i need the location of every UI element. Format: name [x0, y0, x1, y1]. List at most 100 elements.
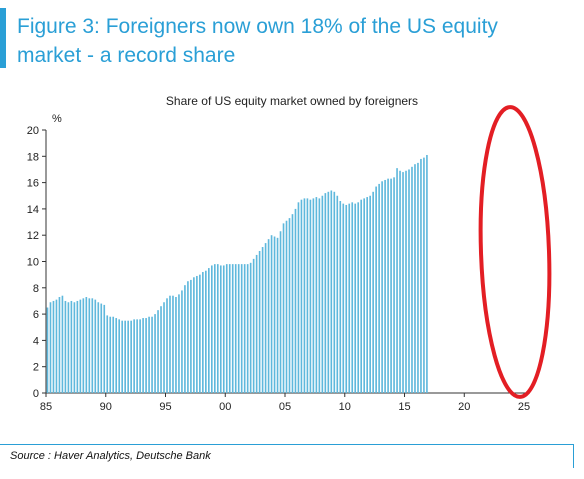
bar: [303, 198, 306, 393]
y-tick-label: 2: [33, 362, 39, 374]
bar: [61, 295, 64, 393]
bar: [91, 298, 94, 393]
bar: [255, 254, 258, 393]
bar: [199, 274, 201, 393]
bar: [82, 298, 85, 393]
bar: [396, 168, 398, 393]
bar: [381, 181, 383, 393]
x-tick-label: 00: [219, 401, 231, 413]
bar: [366, 197, 368, 393]
figure-title: Figure 3: Foreigners now own 18% of the …: [17, 15, 498, 67]
bar: [216, 264, 219, 393]
bar: [178, 294, 180, 393]
bar: [363, 198, 366, 393]
bar: [100, 303, 103, 393]
bar: [336, 195, 339, 393]
bar: [151, 316, 153, 393]
bar: [243, 264, 246, 393]
bar: [225, 264, 228, 393]
bar: [249, 262, 252, 393]
bar: [369, 195, 371, 393]
bar: [157, 310, 159, 393]
bar: [405, 170, 407, 393]
bar: [46, 307, 49, 393]
bar: [291, 214, 294, 393]
x-tick-label: 05: [279, 401, 291, 413]
bar: [169, 295, 171, 393]
bar: [142, 318, 144, 393]
bar: [312, 198, 315, 393]
bar: [240, 264, 243, 393]
bar: [76, 300, 79, 393]
bar: [321, 195, 324, 393]
bar: [309, 199, 312, 393]
bar: [399, 170, 401, 393]
bar: [97, 302, 100, 393]
bar: [130, 320, 132, 393]
bar: [387, 178, 389, 393]
bar: [196, 275, 198, 393]
bar: [339, 201, 342, 393]
bar: [375, 186, 377, 393]
bar: [360, 199, 363, 393]
bar: [279, 231, 282, 393]
y-tick-label: 6: [33, 309, 39, 321]
bar: [160, 306, 162, 393]
bar: [414, 164, 416, 393]
source-divider: [0, 444, 574, 445]
bar: [426, 154, 428, 393]
bar: [228, 264, 231, 393]
y-tick-label: 16: [27, 178, 39, 190]
bar: [330, 190, 333, 393]
bar: [154, 314, 156, 393]
bar: [237, 264, 240, 393]
bar: [324, 193, 327, 393]
bar: [402, 172, 404, 393]
bar: [288, 218, 291, 393]
y-tick-label: 14: [27, 204, 39, 216]
bar: [172, 295, 174, 393]
bar: [210, 265, 213, 393]
bar: [187, 281, 189, 393]
bar: [270, 235, 273, 393]
bar: [306, 198, 309, 393]
bar: [354, 203, 357, 393]
y-tick-label: 0: [33, 388, 39, 400]
bar: [342, 203, 345, 393]
bar: [70, 300, 73, 393]
bar: [390, 178, 392, 393]
bar: [184, 285, 186, 393]
bar: [273, 236, 276, 393]
bar: [417, 162, 419, 393]
bar: [378, 183, 380, 393]
x-tick-label: 10: [339, 401, 351, 413]
bar: [219, 265, 222, 393]
x-tick-label: 85: [40, 401, 52, 413]
x-tick-label: 20: [458, 401, 470, 413]
y-tick-label: 18: [27, 151, 39, 163]
bar: [136, 319, 138, 393]
bar: [79, 299, 82, 393]
x-tick-label: 15: [398, 401, 410, 413]
bar: [315, 197, 318, 393]
y-tick-label: 12: [27, 230, 39, 242]
bar: [267, 239, 270, 393]
bar: [411, 166, 413, 393]
bar: [264, 243, 267, 393]
bar: [246, 264, 249, 393]
bar: [181, 290, 183, 393]
bar: [115, 318, 118, 393]
bar: [261, 247, 264, 393]
bar: [393, 177, 395, 393]
bar: [327, 191, 330, 393]
bar: [318, 198, 321, 393]
bar: [294, 208, 297, 393]
source-divider-tick: [573, 444, 574, 468]
bar: [276, 237, 279, 393]
bar: [73, 302, 76, 393]
x-tick-label: 25: [518, 401, 530, 413]
bar: [372, 191, 374, 393]
figure-accent-bar: [0, 8, 6, 68]
bar: [121, 320, 124, 393]
